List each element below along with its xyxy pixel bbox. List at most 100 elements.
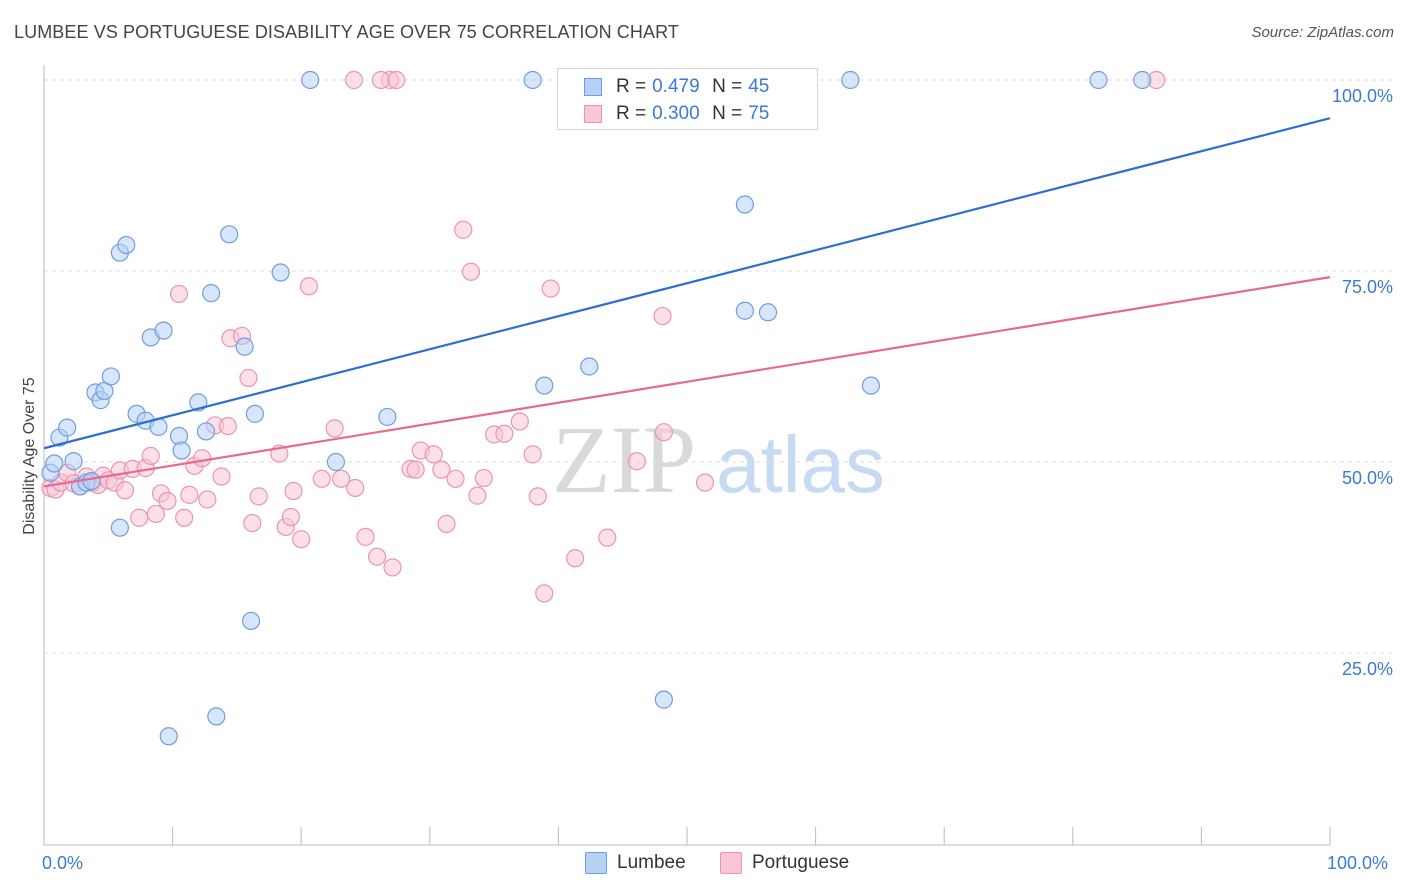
- lumbee-point: [241, 611, 261, 631]
- lumbee-point: [535, 376, 554, 395]
- lumbee-point: [841, 70, 860, 90]
- y-tick-label: 75.0%: [1342, 277, 1393, 297]
- r-value-portuguese: 0.300: [652, 103, 700, 124]
- portuguese-point: [331, 469, 351, 488]
- lumbee-point: [580, 357, 599, 376]
- portuguese-points: [41, 70, 1166, 603]
- lumbee-point: [110, 518, 129, 537]
- portuguese-point: [695, 473, 715, 492]
- portuguese-point: [249, 487, 268, 506]
- portuguese-point: [495, 424, 514, 443]
- portuguese-point: [169, 284, 189, 304]
- portuguese-legend-swatch: [720, 852, 742, 874]
- y-tick-label: 25.0%: [1342, 659, 1393, 679]
- portuguese-point: [299, 277, 319, 296]
- lumbee-point: [117, 235, 136, 255]
- portuguese-point: [653, 306, 672, 326]
- legend-item-lumbee: Lumbee: [585, 852, 686, 874]
- portuguese-point: [367, 547, 387, 566]
- portuguese-point: [141, 446, 160, 465]
- portuguese-point: [312, 469, 331, 488]
- lumbee-point: [523, 70, 542, 90]
- lumbee-point: [207, 707, 226, 726]
- portuguese-point: [175, 508, 194, 527]
- portuguese-swatch: [584, 105, 602, 123]
- lumbee-point: [202, 284, 221, 303]
- portuguese-point: [218, 416, 237, 436]
- lumbee-point: [196, 422, 216, 441]
- lumbee-point: [378, 407, 397, 427]
- portuguese-point: [437, 514, 456, 533]
- portuguese-point: [461, 262, 481, 281]
- x-tick-label-max: 100.0%: [1327, 853, 1389, 873]
- lumbee-point: [758, 303, 778, 322]
- portuguese-point: [243, 514, 262, 533]
- lumbee-point: [154, 321, 173, 340]
- lumbee-point: [861, 376, 880, 395]
- lumbee-point: [654, 690, 673, 709]
- portuguese-point: [344, 70, 364, 90]
- portuguese-point: [535, 584, 554, 603]
- portuguese-point: [566, 549, 585, 568]
- lumbee-point: [735, 301, 754, 320]
- portuguese-trend-line: [43, 276, 1331, 488]
- lumbee-point: [326, 452, 346, 472]
- n-label: N =: [712, 103, 743, 124]
- lumbee-point: [64, 452, 83, 471]
- correlation-legend: R = 0.479 N = 45 R = 0.300 N = 75: [557, 68, 818, 130]
- lumbee-point: [235, 337, 254, 356]
- portuguese-point: [346, 478, 365, 498]
- portuguese-point: [454, 220, 473, 239]
- y-tick-label: 50.0%: [1342, 468, 1393, 488]
- portuguese-point: [180, 485, 199, 504]
- portuguese-point: [284, 481, 303, 501]
- portuguese-point: [654, 423, 673, 442]
- trend-lines: [43, 117, 1331, 488]
- portuguese-point: [198, 490, 217, 509]
- lumbee-point: [58, 418, 77, 437]
- lumbee-point: [271, 263, 290, 282]
- watermark-atlas: atlas: [716, 420, 885, 509]
- portuguese-point: [541, 279, 560, 298]
- axes: [43, 65, 1331, 846]
- r-label: R =: [616, 103, 647, 124]
- portuguese-point: [446, 469, 465, 488]
- lumbee-point: [1089, 70, 1108, 90]
- portuguese-point: [523, 445, 542, 464]
- portuguese-point: [387, 70, 406, 90]
- lumbee-point: [159, 727, 178, 746]
- portuguese-point: [371, 70, 391, 90]
- lumbee-swatch: [584, 78, 602, 96]
- portuguese-point: [212, 467, 231, 486]
- portuguese-point: [432, 460, 451, 479]
- portuguese-point: [281, 507, 301, 527]
- portuguese-point: [325, 419, 344, 438]
- lumbee-point: [735, 195, 754, 214]
- portuguese-point: [510, 412, 529, 431]
- lumbee-point: [45, 454, 64, 473]
- chart-title: LUMBEE VS PORTUGUESE DISABILITY AGE OVER…: [14, 22, 679, 42]
- portuguese-point: [146, 504, 165, 524]
- lumbee-legend-label: Lumbee: [617, 852, 686, 873]
- source-label: Source: ZipAtlas.com: [1251, 24, 1394, 41]
- y-tick-label: 100.0%: [1332, 86, 1393, 106]
- lumbee-point: [82, 472, 101, 491]
- portuguese-legend-label: Portuguese: [752, 852, 850, 873]
- watermark-zip: ZIP: [552, 406, 696, 513]
- y-tick-labels: 25.0% 50.0% 75.0% 100.0%: [1332, 86, 1393, 679]
- lumbee-point: [101, 367, 120, 386]
- portuguese-point: [598, 528, 617, 547]
- legend-row-portuguese: R = 0.300 N = 75: [584, 102, 769, 126]
- x-tick-label-min: 0.0%: [42, 853, 84, 873]
- lumbee-point: [1133, 70, 1152, 90]
- portuguese-point: [356, 527, 375, 546]
- portuguese-point: [474, 468, 493, 488]
- portuguese-point: [193, 449, 212, 468]
- legend-row-lumbee: R = 0.479 N = 45: [584, 75, 769, 99]
- series-legend: Lumbee Portuguese: [0, 852, 1406, 876]
- portuguese-point: [383, 558, 402, 577]
- portuguese-point: [158, 491, 177, 511]
- lumbee-legend-swatch: [585, 852, 607, 874]
- lumbee-trend-line: [43, 117, 1331, 450]
